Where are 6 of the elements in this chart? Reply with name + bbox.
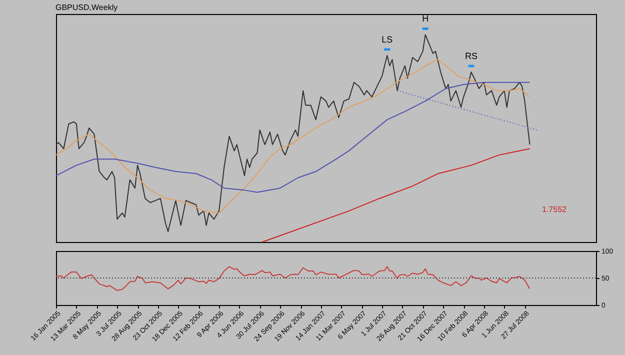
line-series xyxy=(56,266,530,291)
annotation: RS xyxy=(464,51,478,62)
annotation: 1.7552 xyxy=(542,205,568,214)
annotation: LS xyxy=(382,34,393,44)
annotation: H xyxy=(422,14,429,24)
chart-title: GBPUSD,Weekly xyxy=(56,3,118,12)
